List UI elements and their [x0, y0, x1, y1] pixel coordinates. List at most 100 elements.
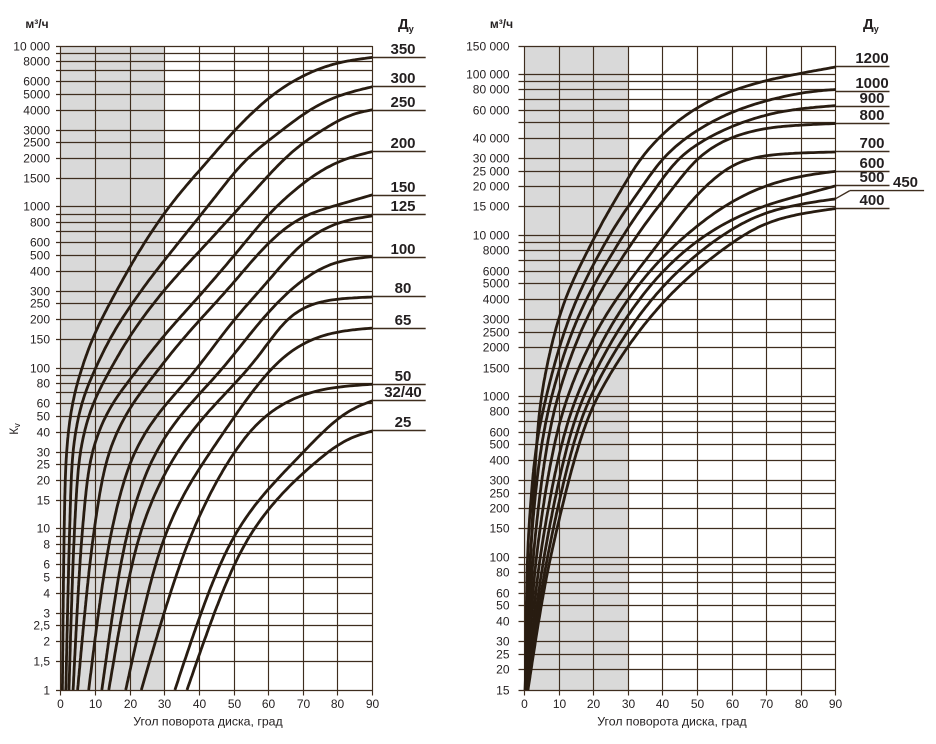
svg-text:90: 90	[829, 697, 843, 711]
svg-text:5000: 5000	[483, 277, 510, 291]
svg-text:400: 400	[30, 265, 50, 279]
svg-text:25 000: 25 000	[473, 165, 510, 179]
svg-text:200: 200	[30, 313, 50, 327]
svg-text:0: 0	[57, 697, 64, 711]
svg-text:800: 800	[489, 405, 509, 419]
svg-text:250: 250	[390, 94, 415, 111]
svg-text:20: 20	[124, 697, 138, 711]
svg-text:0: 0	[521, 697, 528, 711]
svg-text:500: 500	[859, 169, 884, 186]
svg-text:150: 150	[489, 522, 509, 536]
svg-text:400: 400	[489, 454, 509, 468]
svg-text:40: 40	[496, 615, 510, 629]
svg-text:300: 300	[390, 70, 415, 87]
svg-text:50: 50	[228, 697, 242, 711]
svg-text:1500: 1500	[483, 362, 510, 376]
svg-text:70: 70	[760, 697, 774, 711]
svg-text:70: 70	[297, 697, 311, 711]
svg-text:10: 10	[37, 522, 51, 536]
svg-text:2000: 2000	[23, 152, 50, 166]
svg-text:м³/ч: м³/ч	[490, 17, 513, 31]
svg-text:100: 100	[30, 362, 50, 376]
svg-text:1: 1	[43, 684, 50, 698]
svg-text:40: 40	[656, 697, 670, 711]
svg-text:50: 50	[496, 599, 510, 613]
svg-text:32/40: 32/40	[384, 384, 422, 401]
svg-text:1000: 1000	[483, 390, 510, 404]
svg-text:400: 400	[859, 192, 884, 209]
svg-text:100: 100	[390, 241, 415, 258]
svg-text:500: 500	[30, 249, 50, 263]
svg-text:5: 5	[43, 571, 50, 585]
svg-text:800: 800	[859, 107, 884, 124]
svg-text:300: 300	[489, 474, 509, 488]
svg-text:30: 30	[496, 635, 510, 649]
svg-text:1000: 1000	[855, 75, 888, 92]
svg-text:50: 50	[37, 410, 51, 424]
svg-text:800: 800	[30, 216, 50, 230]
svg-text:25: 25	[496, 648, 510, 662]
svg-text:3000: 3000	[23, 124, 50, 138]
svg-text:80 000: 80 000	[473, 83, 510, 97]
svg-text:2500: 2500	[23, 136, 50, 150]
svg-text:2500: 2500	[483, 326, 510, 340]
svg-text:8: 8	[43, 538, 50, 552]
svg-text:60: 60	[496, 587, 510, 601]
svg-text:80: 80	[331, 697, 345, 711]
svg-text:1,5: 1,5	[33, 655, 50, 669]
svg-text:500: 500	[489, 438, 509, 452]
svg-text:150: 150	[390, 179, 415, 196]
svg-text:60: 60	[262, 697, 276, 711]
svg-text:Угол поворота диска, град: Угол поворота диска, град	[597, 715, 746, 729]
svg-text:25: 25	[37, 458, 51, 472]
svg-text:4000: 4000	[23, 104, 50, 118]
svg-text:80: 80	[37, 377, 51, 391]
svg-text:300: 300	[30, 285, 50, 299]
svg-text:40: 40	[193, 697, 207, 711]
svg-text:2000: 2000	[483, 341, 510, 355]
svg-text:1200: 1200	[855, 50, 888, 67]
svg-text:1500: 1500	[23, 172, 50, 186]
svg-text:25: 25	[395, 414, 412, 431]
svg-text:50: 50	[691, 697, 705, 711]
svg-text:20: 20	[496, 663, 510, 677]
svg-text:600: 600	[489, 426, 509, 440]
svg-text:40 000: 40 000	[473, 132, 510, 146]
svg-text:60: 60	[726, 697, 740, 711]
svg-text:м³/ч: м³/ч	[25, 17, 48, 31]
svg-text:2: 2	[43, 635, 50, 649]
svg-text:100 000: 100 000	[466, 68, 510, 82]
svg-text:5000: 5000	[23, 88, 50, 102]
svg-text:15: 15	[37, 494, 51, 508]
svg-text:150 000: 150 000	[466, 40, 510, 54]
svg-text:30: 30	[37, 446, 51, 460]
svg-text:80: 80	[395, 280, 412, 297]
svg-text:10: 10	[553, 697, 567, 711]
svg-text:250: 250	[489, 487, 509, 501]
svg-text:8000: 8000	[483, 244, 510, 258]
svg-text:600: 600	[859, 155, 884, 172]
svg-text:10 000: 10 000	[473, 229, 510, 243]
svg-text:6000: 6000	[483, 265, 510, 279]
svg-text:2,5: 2,5	[33, 619, 50, 633]
svg-text:900: 900	[859, 90, 884, 107]
svg-text:100: 100	[489, 551, 509, 565]
svg-text:40: 40	[37, 426, 51, 440]
svg-text:10 000: 10 000	[13, 40, 50, 54]
svg-text:700: 700	[859, 135, 884, 152]
svg-text:450: 450	[893, 174, 918, 191]
svg-text:1000: 1000	[23, 200, 50, 214]
svg-text:4000: 4000	[483, 293, 510, 307]
svg-text:Угол поворота диска, град: Угол поворота диска, град	[133, 715, 282, 729]
svg-text:30: 30	[158, 697, 172, 711]
svg-text:30: 30	[622, 697, 636, 711]
svg-text:30 000: 30 000	[473, 152, 510, 166]
svg-text:8000: 8000	[23, 55, 50, 69]
svg-text:80: 80	[496, 566, 510, 580]
svg-text:3: 3	[43, 607, 50, 621]
svg-text:50: 50	[395, 368, 412, 385]
svg-text:200: 200	[390, 135, 415, 152]
svg-text:80: 80	[795, 697, 809, 711]
svg-text:125: 125	[390, 198, 415, 215]
svg-text:15 000: 15 000	[473, 200, 510, 214]
